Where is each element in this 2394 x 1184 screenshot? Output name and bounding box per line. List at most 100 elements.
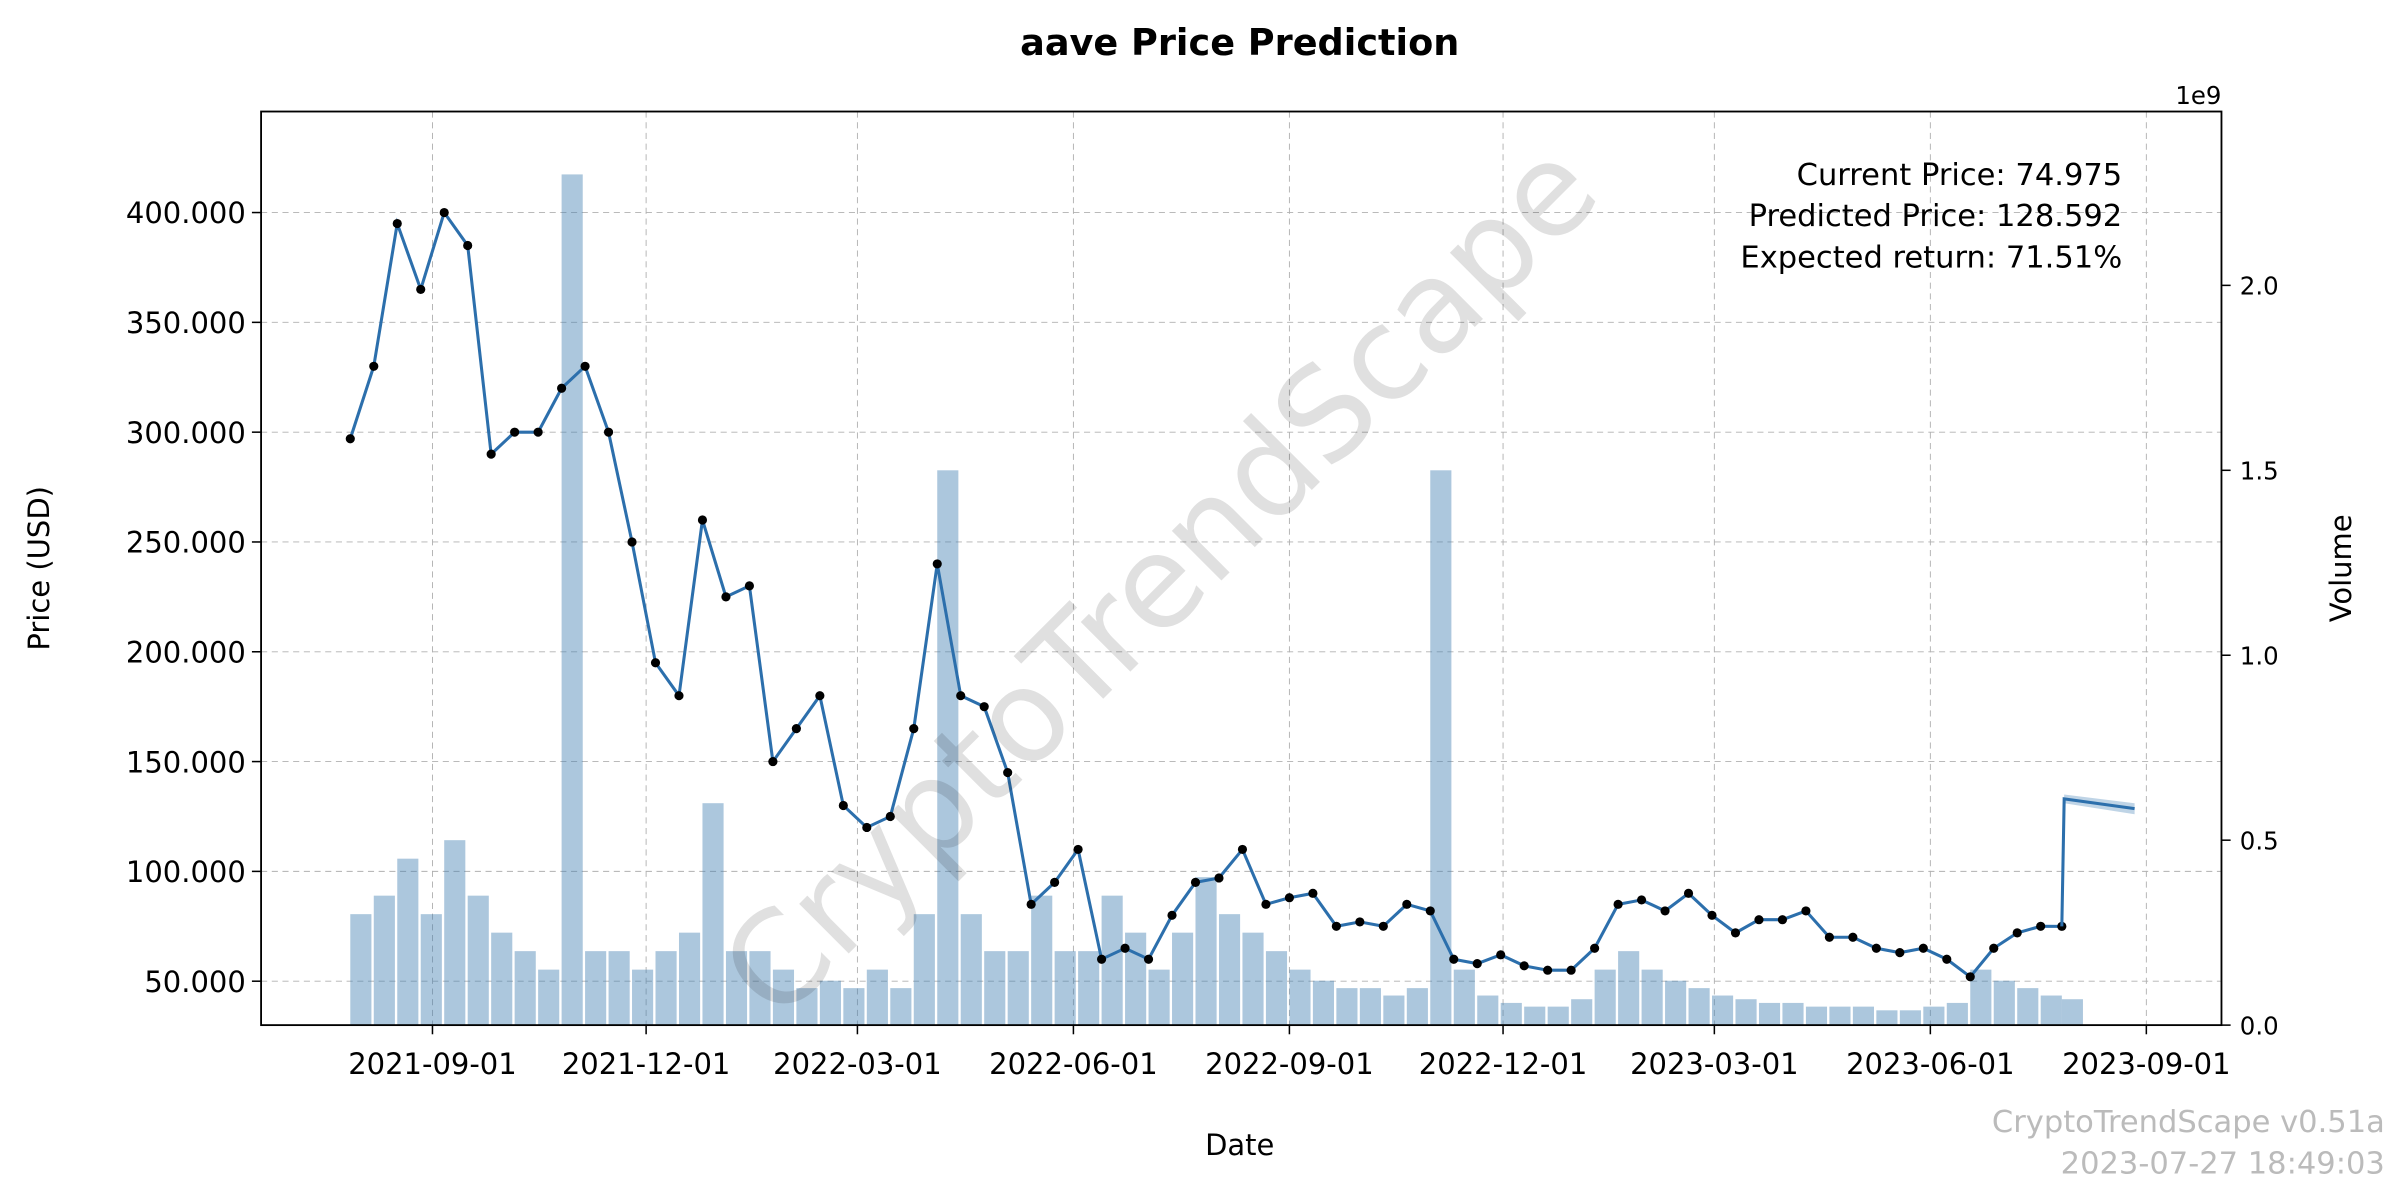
volume-bar [1946, 1002, 1968, 1026]
y2-tick-label: 0.0 [2240, 1011, 2279, 1040]
y-axis-label: Price (USD) [22, 486, 56, 651]
y2-tick-label: 2.0 [2240, 272, 2279, 301]
y-tick-label: 150.000 [126, 745, 246, 779]
price-dot [603, 427, 614, 437]
y2-axis-label: Volume [2324, 514, 2358, 622]
volume-bar [984, 951, 1006, 1026]
volume-bar [1312, 980, 1335, 1026]
y2-tick-label: 1.0 [2240, 641, 2279, 670]
price-dot [1707, 910, 1717, 920]
volume-bar [960, 914, 982, 1026]
x-tick-label: 2023-03-01 [1630, 1047, 1798, 1081]
volume-bar [397, 858, 419, 1026]
volume-bar [1524, 1006, 1546, 1026]
volume-bar [1078, 951, 1100, 1026]
volume-bar [467, 895, 489, 1026]
y-tick-label: 50.000 [144, 965, 245, 999]
price-dot [1097, 954, 1107, 964]
price-dot [1073, 844, 1083, 855]
price-dot [1214, 873, 1224, 883]
price-dot [1895, 948, 1905, 958]
footer: 2023-07-27 18:49:03 [2061, 1146, 2385, 1181]
y-tick-label: 400.000 [126, 196, 246, 230]
volume-bar [1829, 1006, 1851, 1026]
price-dot [1003, 767, 1013, 778]
volume-bar [1688, 988, 1710, 1026]
price-dot [1308, 888, 1318, 898]
price-dot [1237, 844, 1248, 855]
x-tick-label: 2023-09-01 [2062, 1047, 2230, 1081]
price-dot [1942, 954, 1952, 964]
price-dot [1026, 899, 1036, 909]
volume-bar [1782, 1002, 1804, 1026]
price-dot [580, 361, 590, 371]
volume-bar [819, 980, 841, 1026]
watermark: CryptoTrendScape [694, 114, 1627, 1047]
price-dot [674, 691, 684, 701]
volume-bar [1712, 995, 1734, 1026]
price-dot [1777, 915, 1788, 925]
y-tick-label: 350.000 [126, 306, 246, 340]
price-dot [1261, 899, 1271, 909]
volume-bar [2061, 999, 2083, 1026]
y-tick-label: 200.000 [126, 635, 246, 669]
x-tick-label: 2022-09-01 [1205, 1047, 1373, 1081]
volume-bar [1336, 988, 1358, 1026]
volume-bar [1852, 1006, 1875, 1026]
price-dot [345, 434, 355, 444]
price-dot [1355, 917, 1365, 927]
price-dot [627, 537, 637, 547]
volume-bar [1430, 470, 1452, 1026]
price-dot [1519, 961, 1529, 971]
plot-frame [260, 110, 2223, 1027]
y-tick-label: 300.000 [126, 416, 246, 450]
x-tick-label: 2021-09-01 [348, 1047, 516, 1081]
volume-bar [1172, 932, 1194, 1026]
volume-bar [1148, 969, 1170, 1026]
price-dot [1871, 943, 1881, 953]
price-dot [744, 581, 754, 591]
volume-bar [796, 988, 818, 1026]
price-dot [1284, 893, 1294, 903]
price-dot [439, 207, 449, 218]
price-dot [909, 724, 919, 734]
forecast-band [2061, 794, 2135, 927]
x-tick-label: 2022-03-01 [773, 1047, 941, 1081]
price-dot [1754, 915, 1764, 925]
y2-offset: 1e9 [2175, 81, 2221, 110]
price-dot [1120, 943, 1130, 953]
volume-bar [2040, 995, 2062, 1026]
volume-bar [1876, 1010, 1898, 1026]
price-dot [838, 800, 848, 811]
price-dot [815, 691, 825, 701]
price-dot [1824, 932, 1834, 942]
price-dot [2036, 921, 2046, 931]
price-dot [1425, 906, 1435, 916]
x-tick-label: 2021-12-01 [562, 1047, 730, 1081]
x-tick-label: 2023-06-01 [1846, 1047, 2014, 1081]
volume-bar [585, 951, 607, 1026]
volume-bar [1406, 988, 1428, 1026]
volume-bar [678, 932, 701, 1026]
price-dot [1613, 899, 1623, 909]
volume-bar [725, 951, 748, 1026]
price-dot [1590, 943, 1600, 953]
price-dot [1143, 954, 1154, 964]
price-dot [1378, 921, 1388, 931]
volume-bar [1477, 995, 1499, 1026]
price-dot [1566, 965, 1576, 975]
forecast-line [2060, 797, 2135, 927]
price-dot [768, 756, 778, 767]
price-dot [463, 240, 473, 251]
annotation: Current Price: 74.975 [1797, 158, 2123, 193]
price-dot [2012, 928, 2022, 938]
price-dot [1449, 954, 1459, 964]
y2-tick-label: 0.5 [2240, 826, 2279, 855]
volume-bar [444, 840, 466, 1026]
volume-bar [561, 174, 583, 1026]
volume-bar [772, 969, 795, 1026]
price-dot [1496, 950, 1506, 960]
volume-bar [1594, 969, 1616, 1026]
volume-bar [1735, 999, 1757, 1026]
volume-bar [1500, 1002, 1522, 1026]
